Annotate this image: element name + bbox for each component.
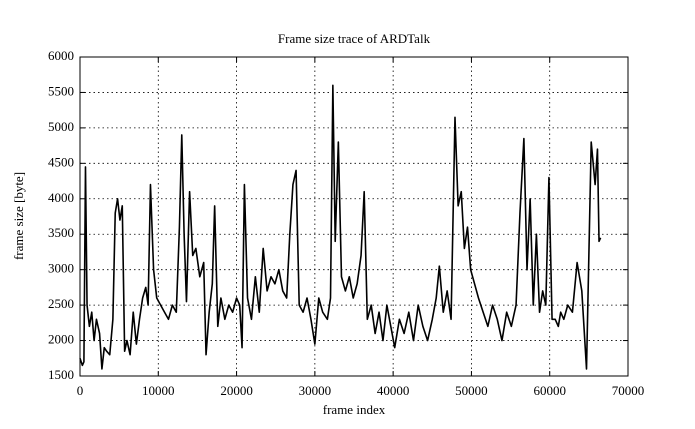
line-series bbox=[79, 84, 602, 370]
chart-title: Frame size trace of ARDTalk bbox=[278, 31, 431, 46]
x-tick-label: 20000 bbox=[220, 383, 253, 398]
y-tick-label: 6000 bbox=[48, 48, 74, 63]
y-tick-label: 3000 bbox=[48, 261, 74, 276]
y-tick-label: 2000 bbox=[48, 332, 74, 347]
y-tick-label: 5500 bbox=[48, 83, 74, 98]
x-tick-label: 10000 bbox=[142, 383, 175, 398]
y-tick-label: 4000 bbox=[48, 190, 74, 205]
y-tick-label: 5000 bbox=[48, 119, 74, 134]
plot-frame bbox=[79, 56, 629, 377]
y-tick-label: 4500 bbox=[48, 154, 74, 169]
x-tick-label: 70000 bbox=[612, 383, 645, 398]
x-tick-label: 30000 bbox=[299, 383, 332, 398]
x-tick-label: 40000 bbox=[377, 383, 410, 398]
x-axis-label: frame index bbox=[323, 402, 386, 417]
y-tick-label: 3500 bbox=[48, 225, 74, 240]
y-axis-label: frame size [byte] bbox=[11, 172, 26, 260]
y-tick-label: 2500 bbox=[48, 296, 74, 311]
y-tick-label: 1500 bbox=[48, 367, 74, 382]
x-tick-label: 0 bbox=[77, 383, 84, 398]
x-tick-label: 50000 bbox=[455, 383, 488, 398]
x-tick-label: 60000 bbox=[533, 383, 566, 398]
